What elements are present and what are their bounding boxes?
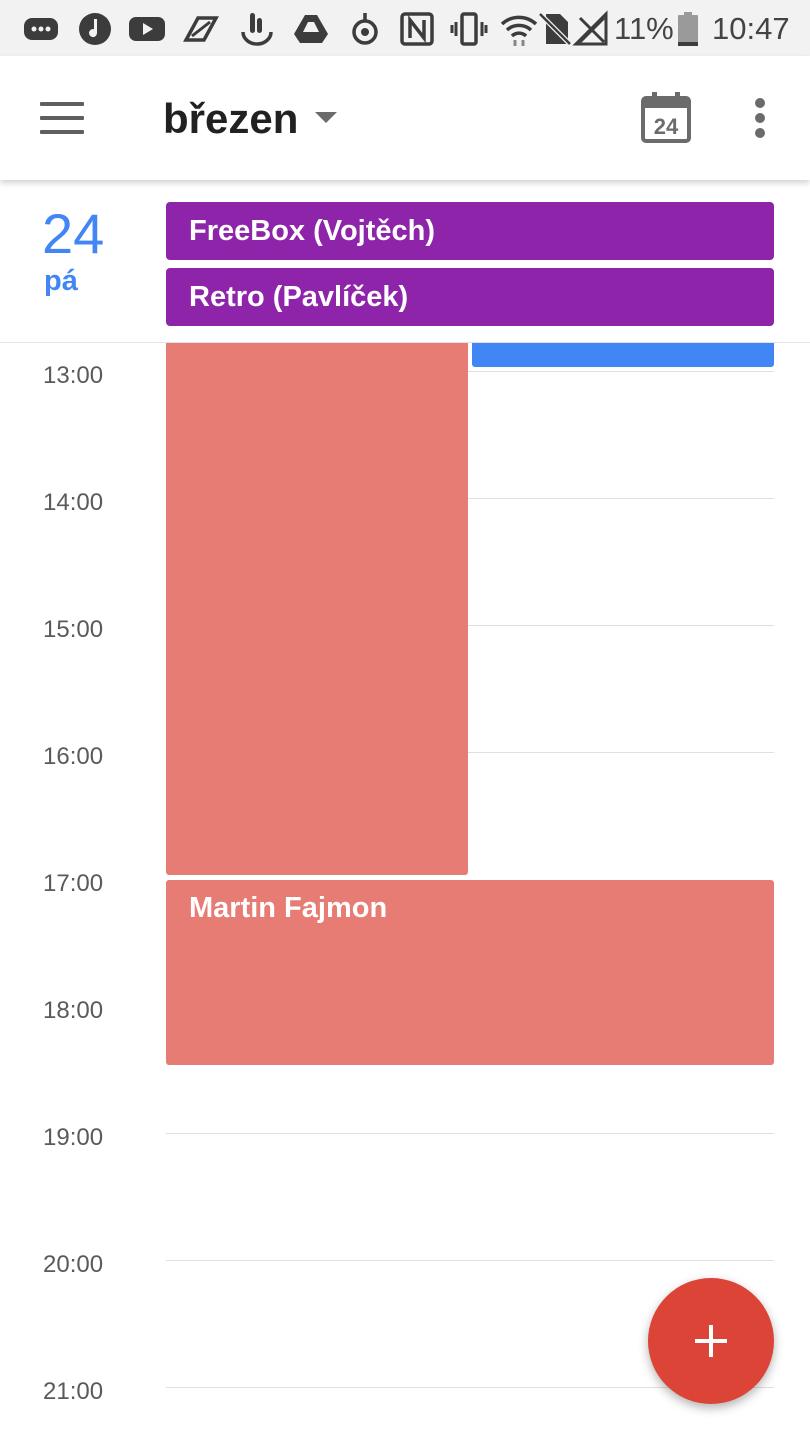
day-number[interactable]: 24 [42, 202, 105, 265]
hour-gridline [166, 1387, 774, 1388]
wifi-icon [500, 15, 538, 46]
hour-label: 14:00 [43, 489, 104, 516]
today-button[interactable]: 24 [640, 90, 692, 144]
messages-icon [24, 18, 58, 40]
calendar-event[interactable] [472, 343, 774, 367]
all-day-event[interactable]: Retro (Pavlíček) [166, 268, 774, 326]
drive-icon [294, 15, 328, 43]
hour-label: 17:00 [43, 870, 104, 897]
hour-gridline [166, 625, 774, 626]
touch-icon [241, 13, 273, 46]
hour-gridline [166, 1260, 774, 1261]
status-bar: 11% 10:47 [0, 0, 810, 56]
nfc-icon [400, 12, 434, 46]
no-sim-icon [538, 12, 572, 46]
today-date-label: 24 [654, 114, 679, 139]
all-day-event[interactable]: FreeBox (Vojtěch) [166, 202, 774, 260]
hour-label: 16:00 [43, 743, 104, 770]
add-event-button[interactable] [648, 1278, 774, 1404]
battery-percentage: 11% [614, 11, 674, 46]
hour-gridline [166, 498, 774, 499]
app-bar: březen 24 [0, 56, 810, 180]
app-icon-2 [352, 13, 378, 45]
music-icon [79, 13, 111, 45]
hour-label: 21:00 [43, 1378, 104, 1405]
hour-gridline [166, 1133, 774, 1134]
more-vert-icon[interactable] [744, 96, 776, 140]
hour-label: 19:00 [43, 1124, 104, 1151]
hour-label: 18:00 [43, 997, 104, 1024]
vibrate-icon [450, 12, 488, 46]
day-name: pá [44, 265, 78, 297]
youtube-icon [129, 17, 165, 41]
month-title[interactable]: březen [163, 95, 299, 142]
hour-label: 13:00 [43, 362, 104, 389]
app-icon [183, 16, 219, 42]
caret-down-icon[interactable] [315, 112, 337, 123]
hour-label: 15:00 [43, 616, 104, 643]
battery-icon [678, 12, 698, 46]
event-title: Martin Fajmon [189, 892, 388, 924]
hamburger-menu-icon[interactable] [40, 98, 86, 138]
clock: 10:47 [712, 11, 790, 46]
calendar-event[interactable] [166, 343, 468, 875]
calendar-today-icon: 24 [641, 92, 691, 143]
day-timeline[interactable]: 13:00 14:00 15:00 16:00 17:00 18:00 19:0… [0, 343, 810, 1440]
hour-gridline [166, 752, 774, 753]
calendar-event[interactable]: Martin Fajmon [166, 880, 774, 1065]
hour-label: 20:00 [43, 1251, 104, 1278]
day-header: 24 pá FreeBox (Vojtěch) Retro (Pavlíček) [0, 180, 810, 343]
no-signal-icon [572, 10, 608, 46]
hour-gridline [166, 371, 774, 372]
